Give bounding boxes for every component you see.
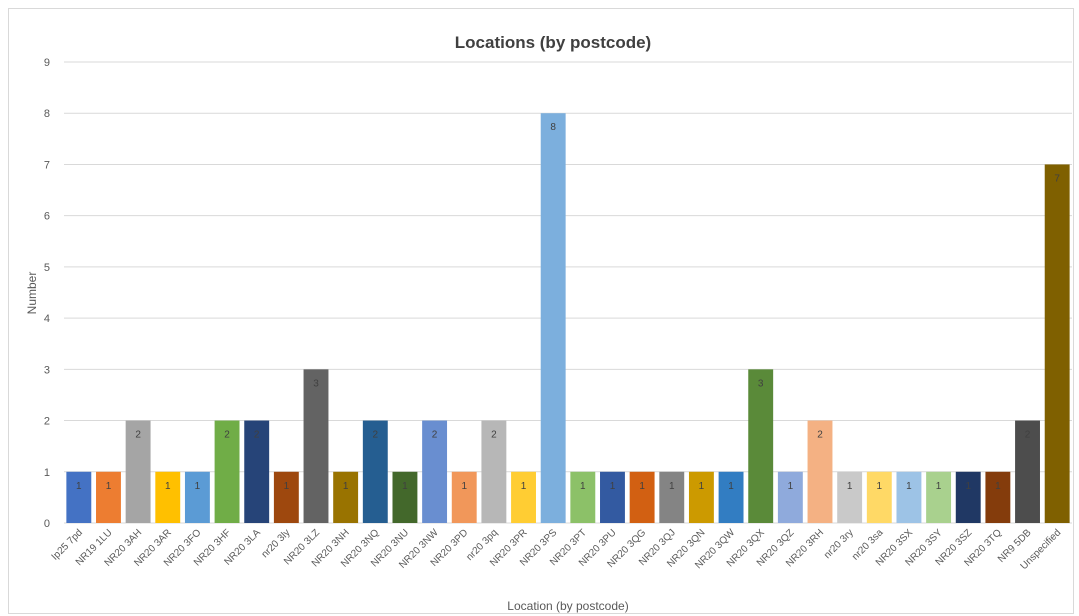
bar — [214, 420, 240, 523]
bar — [570, 471, 596, 523]
data-label: 1 — [639, 481, 645, 492]
bar — [540, 113, 566, 523]
y-tick-label: 3 — [44, 364, 50, 376]
y-tick-label: 5 — [44, 262, 50, 274]
bar — [125, 420, 151, 523]
bar — [244, 420, 270, 523]
bar — [66, 471, 92, 523]
bar — [896, 471, 922, 523]
data-label: 1 — [461, 481, 467, 492]
bar — [273, 471, 299, 523]
bar — [866, 471, 892, 523]
y-tick-label: 1 — [44, 467, 50, 479]
data-label: 1 — [936, 481, 942, 492]
bar — [96, 471, 121, 523]
data-label: 1 — [521, 481, 527, 492]
data-label: 7 — [1054, 173, 1060, 184]
data-label: 3 — [758, 378, 764, 389]
bar — [659, 471, 685, 523]
bar — [184, 471, 210, 523]
data-label: 2 — [432, 430, 438, 441]
y-tick-label: 4 — [44, 313, 50, 325]
bar — [511, 471, 536, 523]
data-label: 1 — [669, 481, 675, 492]
data-label: 1 — [195, 481, 201, 492]
bar — [303, 369, 329, 523]
bar — [926, 471, 952, 523]
bar — [985, 471, 1011, 523]
bar — [333, 471, 359, 523]
y-axis-ticks: 0 1 2 3 4 5 6 7 8 9 — [44, 57, 50, 530]
data-label: 1 — [699, 481, 705, 492]
data-label: 2 — [491, 430, 497, 441]
data-label: 2 — [135, 430, 141, 441]
data-label: 8 — [550, 122, 556, 133]
data-label: 2 — [1025, 430, 1031, 441]
bar — [1044, 164, 1070, 523]
data-label: 1 — [284, 481, 290, 492]
bar — [481, 420, 507, 523]
data-label: 1 — [165, 481, 171, 492]
data-label: 1 — [877, 481, 883, 492]
data-label: 1 — [76, 481, 82, 492]
y-axis-title: Number — [25, 272, 39, 315]
bar — [688, 471, 714, 523]
data-label: 1 — [788, 481, 794, 492]
data-labels: 1 1 2 1 1 2 2 1 3 1 2 1 2 1 2 1 8 1 1 1 1 1 1 3 1 2 1 1 1 1 1 1 2 7 — [76, 122, 1060, 492]
y-tick-label: 8 — [44, 108, 50, 120]
bar — [629, 471, 655, 523]
x-axis-title: Location (by postcode) — [507, 599, 628, 613]
data-label: 1 — [965, 481, 971, 492]
bar — [1015, 420, 1040, 523]
data-label: 1 — [580, 481, 586, 492]
data-label: 1 — [106, 481, 112, 492]
data-label: 1 — [847, 481, 853, 492]
bars — [66, 113, 1070, 523]
bar — [422, 420, 448, 523]
bar — [362, 420, 388, 523]
bar — [748, 369, 774, 523]
data-label: 1 — [610, 481, 616, 492]
bar — [955, 471, 981, 523]
data-label: 1 — [728, 481, 734, 492]
data-label: 1 — [906, 481, 912, 492]
bar — [777, 471, 803, 523]
y-tick-label: 2 — [44, 416, 50, 428]
bar — [807, 420, 833, 523]
data-label: 2 — [817, 430, 823, 441]
data-label: 1 — [343, 481, 349, 492]
data-label: 1 — [995, 481, 1001, 492]
bar — [718, 471, 744, 523]
data-label: 2 — [254, 430, 260, 441]
bar — [155, 471, 181, 523]
bar — [600, 471, 625, 523]
bar — [451, 471, 477, 523]
data-label: 3 — [313, 378, 319, 389]
y-tick-label: 6 — [44, 211, 50, 223]
bar — [837, 471, 863, 523]
data-label: 2 — [373, 430, 379, 441]
y-tick-label: 7 — [44, 159, 50, 171]
data-label: 1 — [402, 481, 408, 492]
bar — [392, 471, 418, 523]
y-tick-label: 0 — [44, 518, 50, 530]
data-label: 2 — [224, 430, 230, 441]
y-tick-label: 9 — [44, 57, 50, 69]
chart-title: Locations (by postcode) — [455, 33, 651, 52]
